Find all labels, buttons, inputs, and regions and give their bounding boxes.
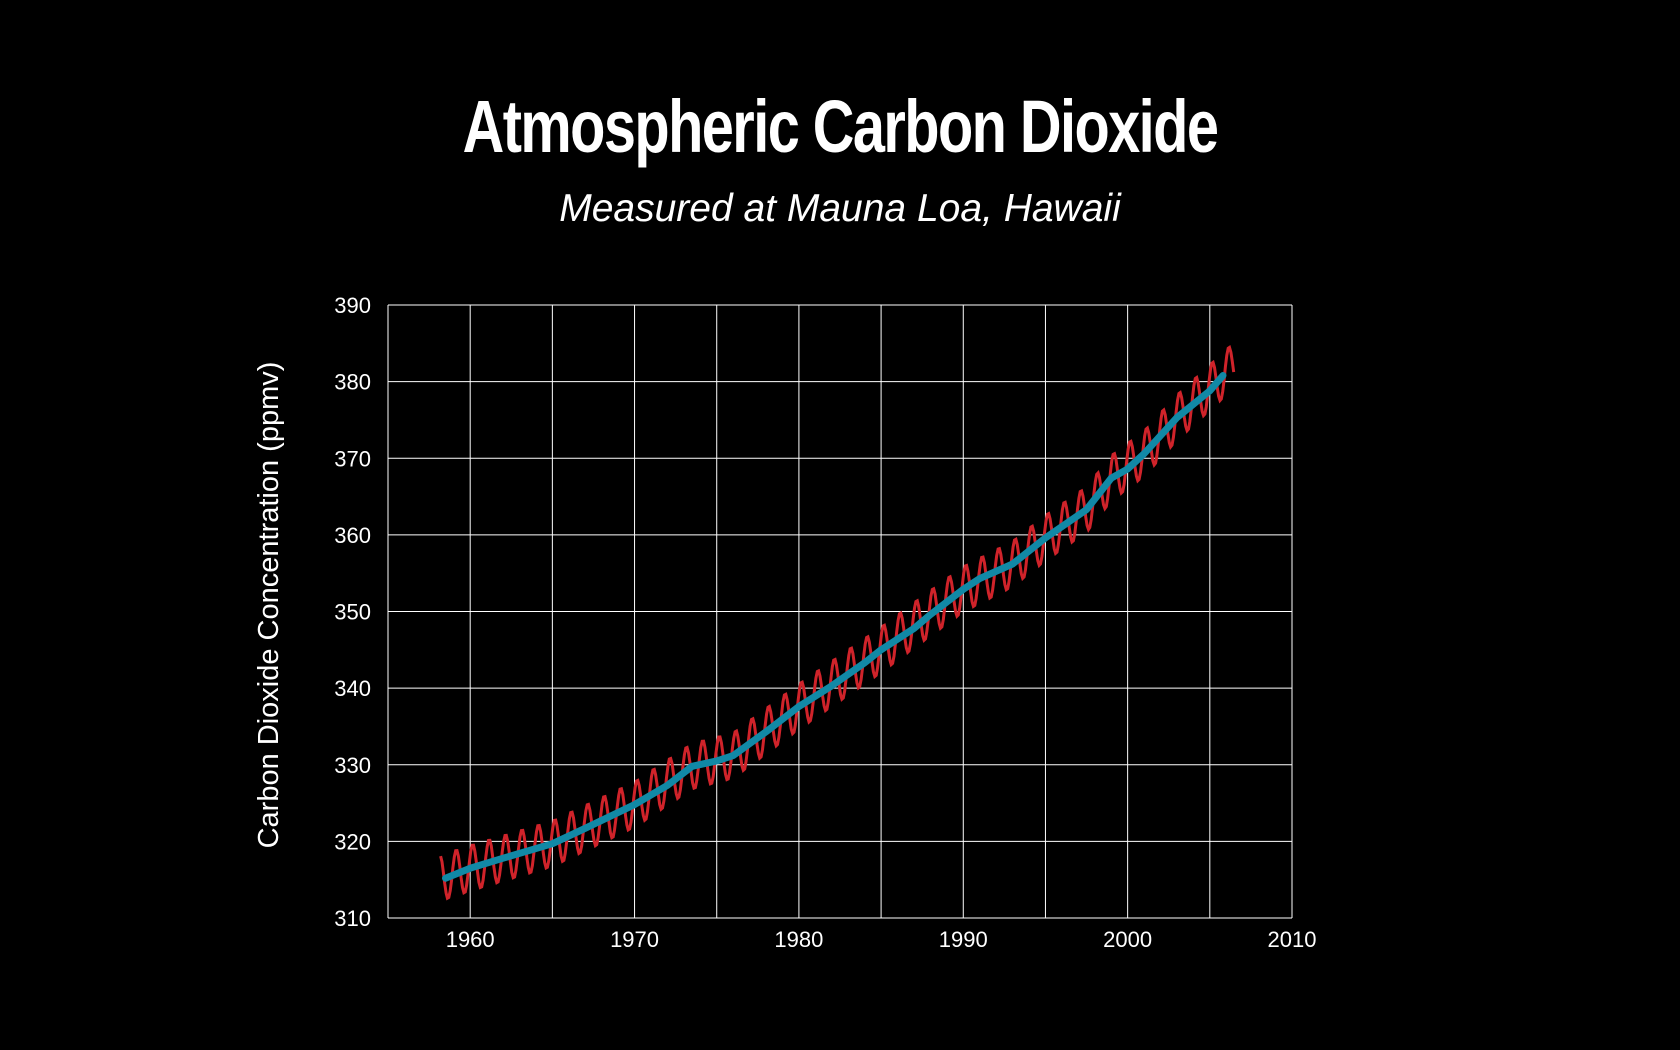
y-tick-label: 350 bbox=[334, 600, 371, 625]
y-tick-label: 310 bbox=[334, 906, 371, 931]
x-tick-label: 2010 bbox=[1268, 927, 1317, 952]
grid bbox=[387, 304, 1293, 919]
x-tick-label: 2000 bbox=[1103, 927, 1152, 952]
y-tick-label: 360 bbox=[334, 523, 371, 548]
y-axis-ticks: 390 380 370 360 350 340 330 320 310 bbox=[334, 293, 371, 931]
y-tick-label: 330 bbox=[334, 753, 371, 778]
chart-title: Atmospheric Carbon Dioxide bbox=[462, 85, 1219, 168]
y-tick-label: 380 bbox=[334, 370, 371, 395]
y-tick-label: 390 bbox=[334, 293, 371, 318]
series-monthly-line bbox=[439, 344, 1236, 901]
y-tick-label: 340 bbox=[334, 676, 371, 701]
y-axis-title: Carbon Dioxide Concentration (ppmv) bbox=[253, 362, 285, 849]
series-annual-mean-line bbox=[442, 372, 1227, 882]
x-tick-label: 1980 bbox=[774, 927, 823, 952]
y-tick-label: 370 bbox=[334, 446, 371, 471]
series-layer bbox=[439, 344, 1236, 901]
x-tick-label: 1960 bbox=[446, 927, 495, 952]
y-tick-label: 320 bbox=[334, 829, 371, 854]
chart-subtitle: Measured at Mauna Loa, Hawaii bbox=[559, 187, 1121, 230]
x-tick-label: 1970 bbox=[610, 927, 659, 952]
x-axis-ticks: 1960 1970 1980 1990 2000 2010 bbox=[446, 927, 1317, 952]
x-tick-label: 1990 bbox=[939, 927, 988, 952]
